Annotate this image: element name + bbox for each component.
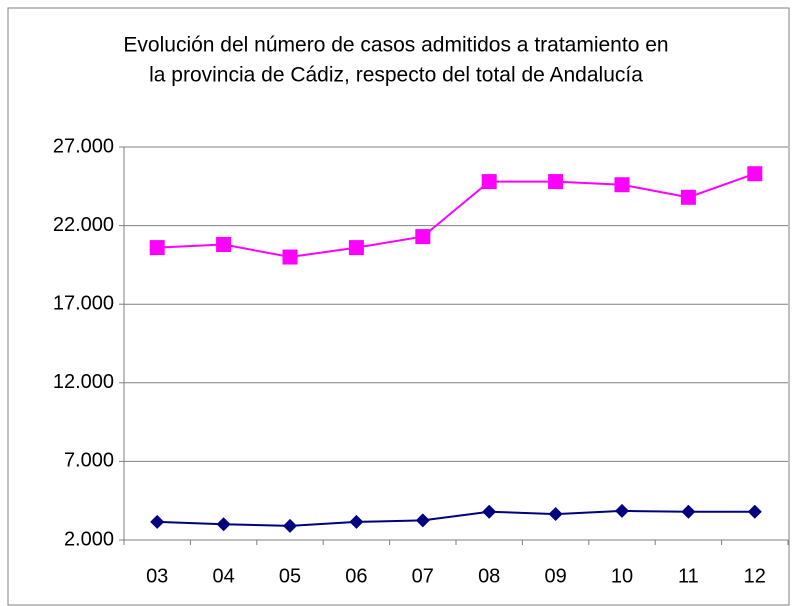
chart-title: la provincia de Cádiz, respecto del tota… <box>149 64 643 87</box>
point-marker <box>282 249 298 265</box>
point-marker <box>348 240 364 256</box>
x-tick-label: 11 <box>678 565 699 587</box>
x-tick-label: 10 <box>611 565 633 587</box>
point-marker <box>150 514 165 529</box>
x-tick-label: 04 <box>212 565 234 587</box>
point-marker <box>614 177 630 193</box>
point-marker <box>149 240 165 256</box>
y-tick-label: 27.000 <box>53 135 114 157</box>
point-marker <box>680 189 696 205</box>
x-tick-label: 05 <box>279 565 301 587</box>
x-tick-label: 03 <box>146 565 168 587</box>
x-tick-label: 08 <box>478 565 500 587</box>
point-marker <box>482 504 497 519</box>
chart-border <box>7 7 790 606</box>
point-marker <box>216 517 231 532</box>
point-marker <box>481 174 497 190</box>
y-tick-label: 17.000 <box>53 292 114 314</box>
y-tick-label: 12.000 <box>53 371 114 393</box>
point-marker <box>747 504 762 519</box>
x-tick-label: 12 <box>744 565 766 587</box>
point-marker <box>415 229 431 245</box>
point-marker <box>548 174 564 190</box>
point-marker <box>349 514 364 529</box>
chart-title: Evolución del número de casos admitidos … <box>123 34 668 57</box>
point-marker <box>283 518 297 533</box>
x-tick-label: 07 <box>412 565 434 587</box>
x-tick-label: 09 <box>544 565 566 587</box>
point-marker <box>216 236 232 252</box>
x-tick-label: 06 <box>345 565 367 587</box>
point-marker <box>615 503 629 518</box>
point-marker <box>548 507 563 522</box>
y-tick-label: 22.000 <box>53 214 114 236</box>
point-marker <box>747 166 763 182</box>
y-tick-label: 7.000 <box>64 450 114 472</box>
y-tick-label: 2.000 <box>64 528 114 550</box>
series-line <box>157 172 756 259</box>
point-marker <box>415 513 430 528</box>
series-line <box>157 509 755 527</box>
point-marker <box>681 504 696 519</box>
